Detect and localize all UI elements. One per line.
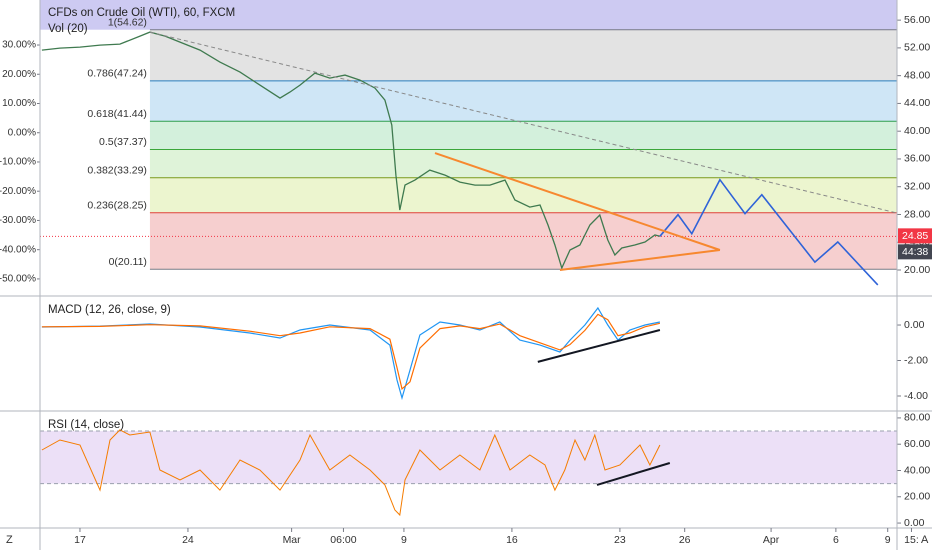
y-tick-label: 36.00 — [904, 153, 930, 165]
fib-zone — [149, 29, 897, 81]
y2-tick-label: -30.00% — [0, 215, 36, 226]
last-price-box — [898, 228, 932, 244]
y-tick-label: 0.00 — [904, 319, 925, 331]
y-tick-label: 56.00 — [904, 14, 930, 26]
x-tick-label: 9 — [401, 534, 407, 546]
x-tick-label: 17 — [74, 534, 86, 546]
y2-tick-label: -50.00% — [0, 274, 36, 285]
panel-title: RSI (14, close) — [48, 419, 124, 431]
x-tick-label: 23 — [614, 534, 626, 546]
fib-label: 0.236(28.25) — [87, 200, 147, 212]
countdown-label: 44:38 — [902, 246, 928, 258]
x-tick-label: 24 — [182, 534, 194, 546]
x-tick-label: 26 — [679, 534, 691, 546]
y-tick-label: 44.00 — [904, 97, 930, 109]
x-tick-label: 15: — [904, 534, 919, 546]
toolbar-button[interactable]: A — [921, 534, 929, 546]
fib-label: 0.5(37.37) — [99, 136, 147, 148]
fib-label: 1(54.62) — [108, 16, 147, 28]
countdown-box — [898, 244, 932, 260]
y2-tick-label: 20.00% — [2, 69, 36, 80]
series-line — [41, 313, 661, 391]
y-tick-label: 32.00 — [904, 180, 930, 192]
y-tick-label: 20.00 — [904, 491, 930, 503]
series-line — [659, 178, 879, 286]
y2-tick-label: -10.00% — [0, 157, 36, 168]
y2-tick-label: 10.00% — [2, 98, 36, 109]
fib-zone — [149, 80, 897, 122]
panel-subtitle: Vol (20) — [48, 23, 88, 35]
x-tick-label: Apr — [763, 534, 780, 546]
panel-title: CFDs on Crude Oil (WTI), 60, FXCM — [48, 7, 235, 19]
fib-label: 0.786(47.24) — [87, 68, 147, 80]
trendline — [537, 329, 661, 363]
fib-label: 0.382(33.29) — [87, 165, 147, 177]
y2-tick-label: -40.00% — [0, 244, 36, 255]
y-tick-label: 40.00 — [904, 125, 930, 137]
x-tick-label: 6 — [833, 534, 839, 546]
y-tick-label: 80.00 — [904, 412, 930, 424]
y-tick-label: 60.00 — [904, 438, 930, 450]
y-tick-label: 40.00 — [904, 464, 930, 476]
x-tick-label: 16 — [506, 534, 518, 546]
last-price-label: 24.85 — [902, 230, 928, 242]
fib-zone — [149, 121, 897, 150]
panel-title: MACD (12, 26, close, 9) — [48, 304, 171, 316]
y2-tick-label: -20.00% — [0, 186, 36, 197]
fib-zone — [149, 212, 897, 270]
top-zone — [40, 0, 897, 30]
fib-zone — [149, 149, 897, 178]
rsi-band — [40, 431, 897, 484]
y-tick-label: 48.00 — [904, 69, 930, 81]
series-line — [41, 31, 661, 270]
trendline — [434, 152, 721, 251]
y2-tick-label: 0.00% — [8, 127, 36, 138]
x-tick-label: 9 — [885, 534, 891, 546]
y-tick-label: 0.00 — [904, 517, 925, 529]
trendline — [596, 462, 671, 486]
y-tick-label: -2.00 — [904, 354, 928, 366]
fib-label: 0(20.11) — [109, 256, 147, 268]
series-line — [41, 306, 661, 401]
fib-label: 0.618(41.44) — [87, 108, 147, 120]
y-tick-label: -4.00 — [904, 390, 928, 402]
series-line — [41, 429, 661, 517]
y-tick-label: 20.00 — [904, 264, 930, 276]
toolbar-button[interactable]: Z — [6, 534, 13, 546]
x-tick-label: 06:00 — [330, 534, 356, 546]
y-tick-label: 28.00 — [904, 208, 930, 220]
trendline — [559, 249, 721, 271]
y-tick-label: 52.00 — [904, 42, 930, 54]
y2-tick-label: 30.00% — [2, 40, 36, 51]
trendline — [149, 31, 897, 214]
x-tick-label: Mar — [283, 534, 302, 546]
